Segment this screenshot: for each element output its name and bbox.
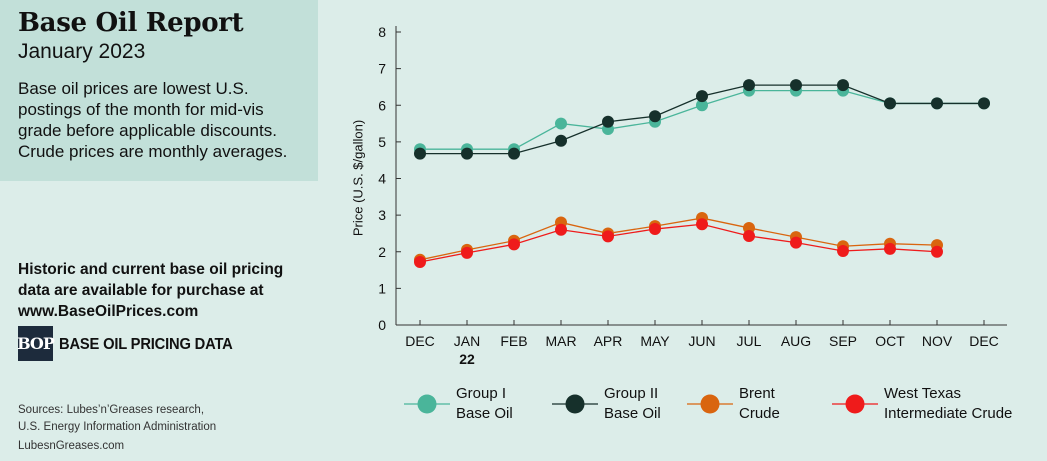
sources: Sources: Lubes’n’Greases research, U.S. … xyxy=(18,402,308,436)
data-point xyxy=(743,230,755,243)
legend-item: Brent Crude xyxy=(687,384,827,428)
data-point xyxy=(414,147,426,160)
data-point xyxy=(696,99,708,112)
data-point xyxy=(649,223,661,236)
legend-item: Group I Base Oil xyxy=(404,384,544,428)
data-point xyxy=(790,236,802,249)
data-point xyxy=(837,79,849,92)
data-point xyxy=(837,245,849,258)
x-tick-label: DEC xyxy=(405,333,435,349)
data-point xyxy=(461,246,473,259)
data-point xyxy=(508,147,520,160)
purchase-link[interactable]: www.BaseOilPrices.com xyxy=(18,303,199,320)
y-tick-label: 2 xyxy=(378,244,386,260)
data-point xyxy=(555,223,567,236)
data-point xyxy=(696,90,708,103)
y-tick-label: 6 xyxy=(378,97,386,113)
bop-logo-icon: BOP xyxy=(17,326,55,361)
legend-label-line: Base Oil xyxy=(456,405,513,422)
data-point xyxy=(461,147,473,160)
legend-swatch xyxy=(404,394,450,414)
report-date: January 2023 xyxy=(18,40,146,63)
x-tick-label: JUN xyxy=(688,333,715,349)
legend-swatch xyxy=(687,394,733,414)
title-panel: Base Oil Report January 2023 Base oil pr… xyxy=(0,0,318,181)
data-point xyxy=(931,245,943,258)
legend-swatch xyxy=(832,394,878,414)
x-tick-label: OCT xyxy=(875,333,905,349)
legend-label-line: Base Oil xyxy=(604,405,661,422)
legend-swatch-marker xyxy=(845,394,865,414)
legend-label-line: Crude xyxy=(739,405,780,422)
data-point xyxy=(555,134,567,147)
y-tick-label: 0 xyxy=(378,317,386,333)
purchase-note: Historic and current base oil pricing da… xyxy=(18,259,308,322)
data-point xyxy=(884,97,896,110)
x-tick-label: AUG xyxy=(781,333,811,349)
report-title: Base Oil Report xyxy=(18,8,244,38)
data-point xyxy=(743,79,755,92)
y-tick-label: 8 xyxy=(378,24,386,40)
sources-line-1: Sources: Lubes’n’Greases research, xyxy=(18,404,205,416)
legend-label: Group II Base Oil xyxy=(604,384,661,424)
data-point xyxy=(649,110,661,123)
sources-line-2: U.S. Energy Information Administration xyxy=(18,421,217,433)
data-point xyxy=(884,242,896,255)
legend-swatch xyxy=(552,394,598,414)
legend-label-line: Intermediate Crude xyxy=(884,405,1013,422)
legend-label-line: Group I xyxy=(456,385,507,402)
series-line xyxy=(419,217,938,261)
legend-label-line: West Texas xyxy=(884,385,961,402)
x-tick-label: APR xyxy=(594,333,623,349)
legend-swatch-marker xyxy=(565,394,585,414)
data-point xyxy=(602,230,614,243)
legend-item: Group II Base Oil xyxy=(552,384,692,428)
y-tick-label: 7 xyxy=(378,61,386,77)
x-tick-label: FEB xyxy=(500,333,527,349)
x-tick-label: JAN xyxy=(454,333,480,349)
legend-label: West Texas Intermediate Crude xyxy=(884,384,1012,424)
x-tick-label: MAY xyxy=(640,333,670,349)
site-link[interactable]: LubesnGreases.com xyxy=(18,440,125,452)
x-tick-label: NOV xyxy=(922,333,953,349)
y-tick-label: 5 xyxy=(378,134,386,150)
data-point xyxy=(931,97,943,110)
data-point xyxy=(790,79,802,92)
legend-label: Group I Base Oil xyxy=(456,384,513,424)
x-tick-year-label: 22 xyxy=(459,351,475,367)
legend-swatch-marker xyxy=(417,394,437,414)
x-tick-label: MAR xyxy=(545,333,576,349)
x-tick-label: DEC xyxy=(969,333,999,349)
legend-label-line: Brent xyxy=(739,385,775,402)
data-point xyxy=(555,117,567,130)
data-point xyxy=(696,218,708,231)
legend-swatch-marker xyxy=(700,394,720,414)
y-tick-label: 4 xyxy=(378,171,386,187)
y-tick-label: 3 xyxy=(378,207,386,223)
x-tick-label: SEP xyxy=(829,333,857,349)
data-point xyxy=(508,238,520,251)
legend-label-line: Group II xyxy=(604,385,659,402)
data-point xyxy=(414,256,426,269)
legend-label: Brent Crude xyxy=(739,384,780,424)
y-tick-label: 1 xyxy=(378,280,386,296)
logo-text: BASE OIL PRICING DATA xyxy=(59,336,233,353)
series-line xyxy=(419,223,938,263)
data-point xyxy=(602,115,614,128)
report-description: Base oil prices are lowest U.S. postings… xyxy=(18,79,288,161)
legend-item: West Texas Intermediate Crude xyxy=(832,384,1022,428)
x-tick-label: JUL xyxy=(737,333,762,349)
purchase-text: Historic and current base oil pricing da… xyxy=(18,261,284,299)
data-point xyxy=(978,97,990,110)
